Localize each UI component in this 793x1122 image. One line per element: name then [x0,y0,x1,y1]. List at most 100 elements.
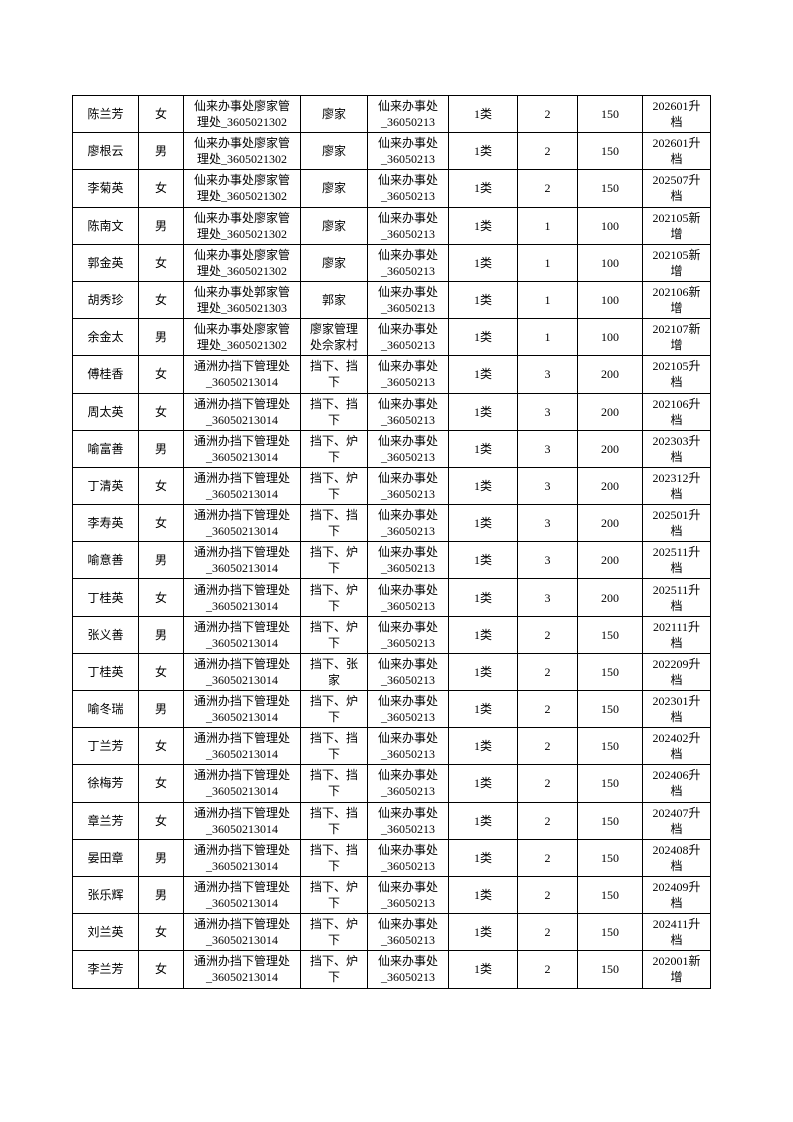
cell-name: 郭金英 [72,243,139,282]
cell-change: 202507升 档 [642,169,711,208]
cell-count: 3 [517,392,578,431]
table-row: 廖根云男仙来办事处廖家管 理处_3605021302 廖家 仙来办事处 _36050… [72,132,711,171]
table-row: 喻意善男通洲办挡下管理处 _36050213014 挡下、炉 下仙来办事处 _36… [72,541,711,580]
table-row: 丁桂英女通洲办挡下管理处 _36050213014 挡下、炉 下仙来办事处 _36… [72,578,711,617]
table-row: 喻冬瑞男通洲办挡下管理处 _36050213014 挡下、炉 下仙来办事处 _36… [72,689,711,729]
cell-gender: 男 [138,689,184,729]
cell-village: 挡下、炉 下 [300,913,368,952]
cell-amount: 150 [577,764,643,803]
table-row: 胡秀珍女仙来办事处郭家管 理处_3605021303 郭家 仙来办事处 _36050… [72,280,711,320]
table-row: 刘兰英女通洲办挡下管理处 _36050213014 挡下、炉 下仙来办事处 _36… [72,913,711,952]
cell-name: 李菊英 [72,169,139,208]
cell-amount: 200 [577,504,643,543]
cell-category: 1类 [448,541,518,580]
table-row: 丁兰芳女通洲办挡下管理处 _36050213014 挡下、挡 下仙来办事处 _36… [72,727,711,766]
table-row: 张乐辉男通洲办挡下管理处 _36050213014 挡下、炉 下仙来办事处 _36… [72,875,711,915]
cell-gender: 女 [138,652,184,692]
cell-name: 徐梅芳 [72,764,139,803]
cell-change: 202107新 增 [642,318,711,357]
cell-change: 202303升 档 [642,429,711,468]
cell-amount: 100 [577,206,643,245]
cell-name: 陈兰芳 [72,94,139,134]
cell-name: 丁桂英 [72,652,139,692]
cell-office: 仙来办事处 _36050213 [367,652,449,692]
cell-management_unit: 仙来办事处廖家管 理处_3605021302 [183,94,301,134]
cell-gender: 男 [138,541,184,580]
cell-amount: 150 [577,615,643,654]
cell-office: 仙来办事处 _36050213 [367,243,449,282]
table-row: 喻富善男通洲办挡下管理处 _36050213014 挡下、炉 下仙来办事处 _36… [72,429,711,468]
cell-name: 刘兰英 [72,913,139,952]
cell-management_unit: 通洲办挡下管理处 _36050213014 [183,875,301,915]
cell-change: 202406升 档 [642,764,711,803]
cell-count: 2 [517,615,578,654]
table-row: 郭金英女仙来办事处廖家管 理处_3605021302 廖家 仙来办事处 _36050… [72,243,711,282]
cell-name: 廖根云 [72,132,139,171]
cell-management_unit: 通洲办挡下管理处 _36050213014 [183,504,301,543]
cell-management_unit: 通洲办挡下管理处 _36050213014 [183,689,301,729]
cell-category: 1类 [448,206,518,245]
cell-name: 余金太 [72,318,139,357]
cell-village: 郭家 [300,280,368,320]
cell-village: 挡下、挡 下 [300,764,368,803]
cell-village: 挡下、炉 下 [300,466,368,506]
cell-category: 1类 [448,913,518,952]
cell-gender: 女 [138,504,184,543]
cell-office: 仙来办事处 _36050213 [367,578,449,617]
cell-office: 仙来办事处 _36050213 [367,838,449,877]
cell-name: 章兰芳 [72,801,139,840]
cell-name: 傅桂香 [72,355,139,394]
cell-gender: 女 [138,355,184,394]
cell-change: 202601升 档 [642,132,711,171]
cell-change: 202501升 档 [642,504,711,543]
cell-count: 2 [517,169,578,208]
cell-category: 1类 [448,243,518,282]
cell-name: 周太英 [72,392,139,431]
cell-amount: 150 [577,132,643,171]
cell-village: 挡下、炉 下 [300,429,368,468]
cell-amount: 200 [577,541,643,580]
cell-category: 1类 [448,950,518,989]
cell-management_unit: 通洲办挡下管理处 _36050213014 [183,950,301,989]
table-row: 傅桂香女通洲办挡下管理处 _36050213014 挡下、挡 下仙来办事处 _36… [72,355,711,394]
cell-office: 仙来办事处 _36050213 [367,875,449,915]
cell-amount: 150 [577,913,643,952]
cell-category: 1类 [448,169,518,208]
cell-village: 挡下、挡 下 [300,801,368,840]
cell-count: 2 [517,94,578,134]
cell-category: 1类 [448,801,518,840]
cell-management_unit: 通洲办挡下管理处 _36050213014 [183,913,301,952]
table-row: 陈南文男仙来办事处廖家管 理处_3605021302 廖家 仙来办事处 _36050… [72,206,711,245]
cell-count: 1 [517,280,578,320]
cell-office: 仙来办事处 _36050213 [367,280,449,320]
cell-category: 1类 [448,615,518,654]
cell-village: 廖家 [300,94,368,134]
cell-village: 廖家 [300,132,368,171]
cell-name: 陈南文 [72,206,139,245]
cell-amount: 200 [577,429,643,468]
table-body: 陈兰芳女 仙来办事处廖家管 理处_3605021302 廖家仙来办事处 _36050… [72,94,711,989]
cell-gender: 女 [138,801,184,840]
cell-office: 仙来办事处 _36050213 [367,801,449,840]
cell-change: 202105新 增 [642,206,711,245]
cell-village: 挡下、炉 下 [300,615,368,654]
cell-office: 仙来办事处 _36050213 [367,689,449,729]
cell-amount: 150 [577,727,643,766]
cell-category: 1类 [448,355,518,394]
cell-count: 3 [517,466,578,506]
cell-office: 仙来办事处 _36050213 [367,727,449,766]
cell-change: 202411升 档 [642,913,711,952]
cell-amount: 150 [577,652,643,692]
cell-management_unit: 通洲办挡下管理处 _36050213014 [183,838,301,877]
cell-change: 202209升 档 [642,652,711,692]
cell-amount: 200 [577,466,643,506]
cell-category: 1类 [448,689,518,729]
cell-category: 1类 [448,318,518,357]
cell-village: 挡下、张 家 [300,652,368,692]
cell-gender: 女 [138,466,184,506]
cell-count: 3 [517,504,578,543]
cell-gender: 男 [138,838,184,877]
cell-management_unit: 通洲办挡下管理处 _36050213014 [183,801,301,840]
cell-name: 丁桂英 [72,578,139,617]
